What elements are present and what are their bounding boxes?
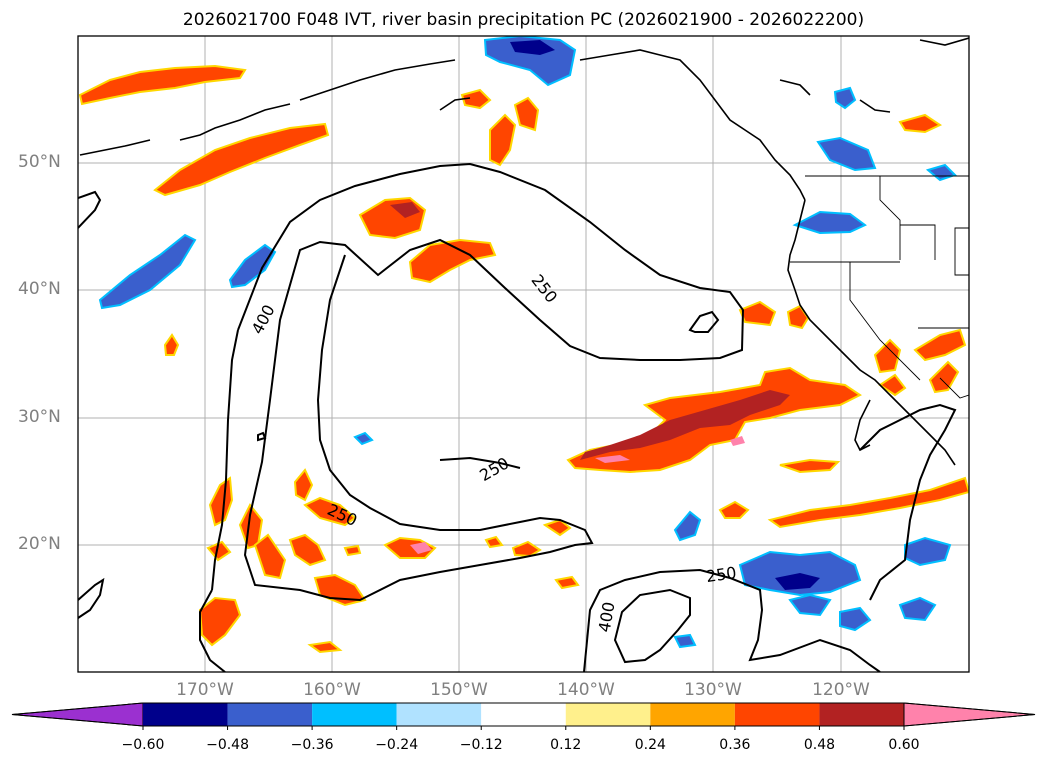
gridlines bbox=[78, 36, 969, 672]
coastlines bbox=[79, 37, 969, 466]
colorbar-tick-label: −0.12 bbox=[459, 737, 503, 753]
colorbar-tick-label: 0.36 bbox=[719, 737, 751, 753]
positive-pc-regions bbox=[78, 64, 969, 654]
map-frame bbox=[77, 35, 970, 673]
negative-pc-regions bbox=[98, 36, 957, 649]
lat-label: 30°N bbox=[18, 407, 61, 427]
lon-label: 170°W bbox=[176, 680, 234, 700]
lon-label: 130°W bbox=[684, 680, 742, 700]
lat-label: 20°N bbox=[18, 534, 61, 554]
colorbar-tick-label: 0.12 bbox=[550, 737, 582, 753]
colorbar-tick-label: −0.24 bbox=[375, 737, 419, 753]
lon-label: 160°W bbox=[303, 680, 361, 700]
colorbar-tick-label: −0.48 bbox=[206, 737, 249, 753]
lon-label: 120°W bbox=[812, 680, 870, 700]
colorbar-tick-label: 0.24 bbox=[634, 737, 666, 753]
ivt-contours bbox=[78, 162, 957, 672]
colorbar-tick-label: 0.48 bbox=[803, 737, 836, 753]
lat-label: 50°N bbox=[18, 152, 61, 172]
contour-label: 250 bbox=[705, 563, 738, 586]
lat-label: 40°N bbox=[18, 279, 61, 299]
lon-label: 140°W bbox=[557, 680, 615, 700]
colorbar-tick-label: −0.60 bbox=[121, 737, 165, 753]
boundaries bbox=[790, 175, 969, 399]
colorbar-tick-label: 0.60 bbox=[888, 737, 920, 753]
lon-label: 150°W bbox=[430, 680, 488, 700]
colorbar-tick-label: −0.36 bbox=[290, 737, 334, 753]
map-title: 2026021700 F048 IVT, river basin precipi… bbox=[182, 10, 865, 30]
